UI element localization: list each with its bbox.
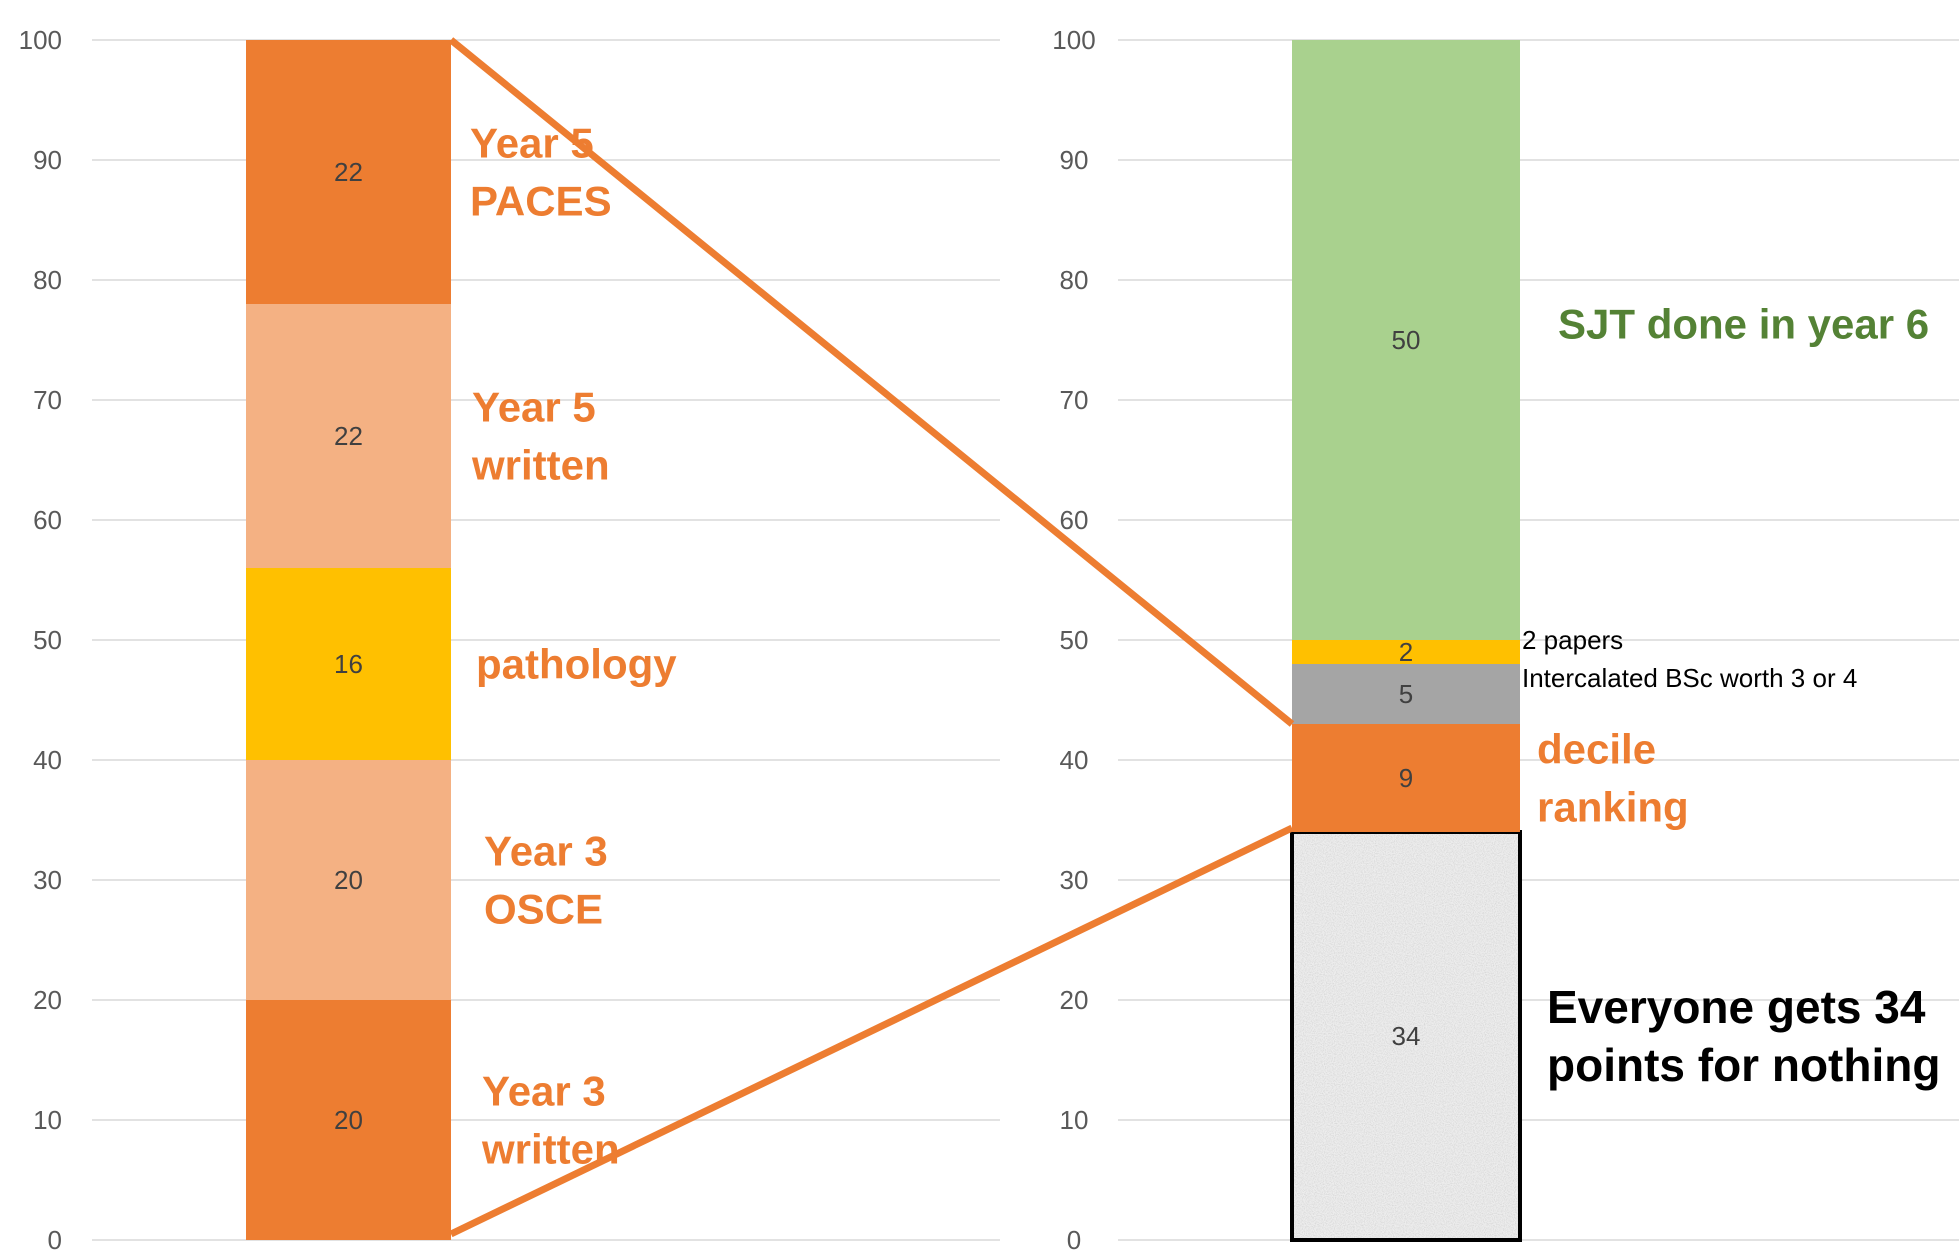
right-bar-segment: [1292, 40, 1520, 640]
left-y-tick-label: 70: [33, 385, 62, 415]
connector-line-top: [448, 37, 1295, 727]
right-data-label: 2: [1399, 637, 1413, 667]
right-y-tick-label: 10: [1060, 1105, 1089, 1135]
right-y-tick-label: 90: [1060, 145, 1089, 175]
left-bar-segment: [246, 1000, 451, 1240]
right-y-tick-label: 70: [1060, 385, 1089, 415]
left-data-label: 20: [334, 865, 363, 895]
right-chart-segment-labels: 34 Everyone gets 34 points for nothing 9 dec…: [1392, 301, 1941, 1091]
left-segment-label: Year 5 PACES: [470, 120, 612, 225]
left-segment-label: Year 3 OSCE: [484, 828, 608, 933]
left-y-tick-label: 10: [33, 1105, 62, 1135]
right-segment-label: SJT done in year 6: [1558, 301, 1929, 348]
left-chart-gridlines: [92, 39, 1000, 1241]
right-data-label: 50: [1392, 325, 1421, 355]
right-chart-gridlines: [1118, 39, 1959, 1241]
left-y-tick-label: 20: [33, 985, 62, 1015]
left-y-tick-label: 60: [33, 505, 62, 535]
left-data-label: 20: [334, 1105, 363, 1135]
left-segment-label: pathology: [476, 641, 677, 688]
right-chart-y-axis: 0 10 20 30 40 50 60 70 80 90 100: [1052, 25, 1095, 1255]
right-y-tick-label: 60: [1060, 505, 1089, 535]
right-bar-segment-texture: [1292, 832, 1520, 1240]
right-bar-segment: [1292, 640, 1520, 664]
left-y-tick-label: 80: [33, 265, 62, 295]
right-segment-label: Intercalated BSc worth 3 or 4: [1522, 663, 1857, 693]
left-bar-segment: [246, 40, 451, 304]
left-y-tick-label: 0: [48, 1225, 62, 1255]
right-y-tick-label: 40: [1060, 745, 1089, 775]
right-segment-label: Everyone gets 34 points for nothing: [1547, 981, 1940, 1091]
right-segment-label: decile ranking: [1537, 726, 1689, 831]
left-chart-stacked-bar: [246, 40, 451, 1240]
left-data-label: 22: [334, 421, 363, 451]
left-y-tick-label: 90: [33, 145, 62, 175]
left-bar-segment: [246, 304, 451, 568]
zoom-connector-lines: [448, 37, 1295, 1238]
left-y-tick-label: 40: [33, 745, 62, 775]
right-segment-label: 2 papers: [1522, 625, 1623, 655]
left-bar-segment: [246, 760, 451, 1000]
left-bar-segment: [246, 568, 451, 760]
right-y-tick-label: 50: [1060, 625, 1089, 655]
left-chart-segment-labels: 20 Year 3 written 20 Year 3 OSCE 16 pathology 22…: [334, 120, 677, 1173]
left-y-tick-label: 30: [33, 865, 62, 895]
right-y-tick-label: 20: [1060, 985, 1089, 1015]
left-y-tick-label: 100: [19, 25, 62, 55]
connector-line-bottom: [449, 824, 1294, 1238]
left-y-tick-label: 50: [33, 625, 62, 655]
left-segment-label: Year 3 written: [481, 1068, 620, 1173]
left-chart-y-axis: 0 10 20 30 40 50 60 70 80 90 100: [19, 25, 62, 1255]
right-bar-segment: [1292, 664, 1520, 724]
left-data-label: 16: [334, 649, 363, 679]
right-data-label: 5: [1399, 679, 1413, 709]
right-y-tick-label: 30: [1060, 865, 1089, 895]
right-y-tick-label: 100: [1052, 25, 1095, 55]
right-data-label: 34: [1392, 1021, 1421, 1051]
right-bar-segment: [1292, 724, 1520, 832]
right-y-tick-label: 0: [1067, 1225, 1081, 1255]
right-y-tick-label: 80: [1060, 265, 1089, 295]
right-data-label: 9: [1399, 763, 1413, 793]
left-segment-label: Year 5 written: [471, 384, 610, 489]
left-data-label: 22: [334, 157, 363, 187]
right-chart-stacked-bar: [1290, 40, 1522, 1242]
